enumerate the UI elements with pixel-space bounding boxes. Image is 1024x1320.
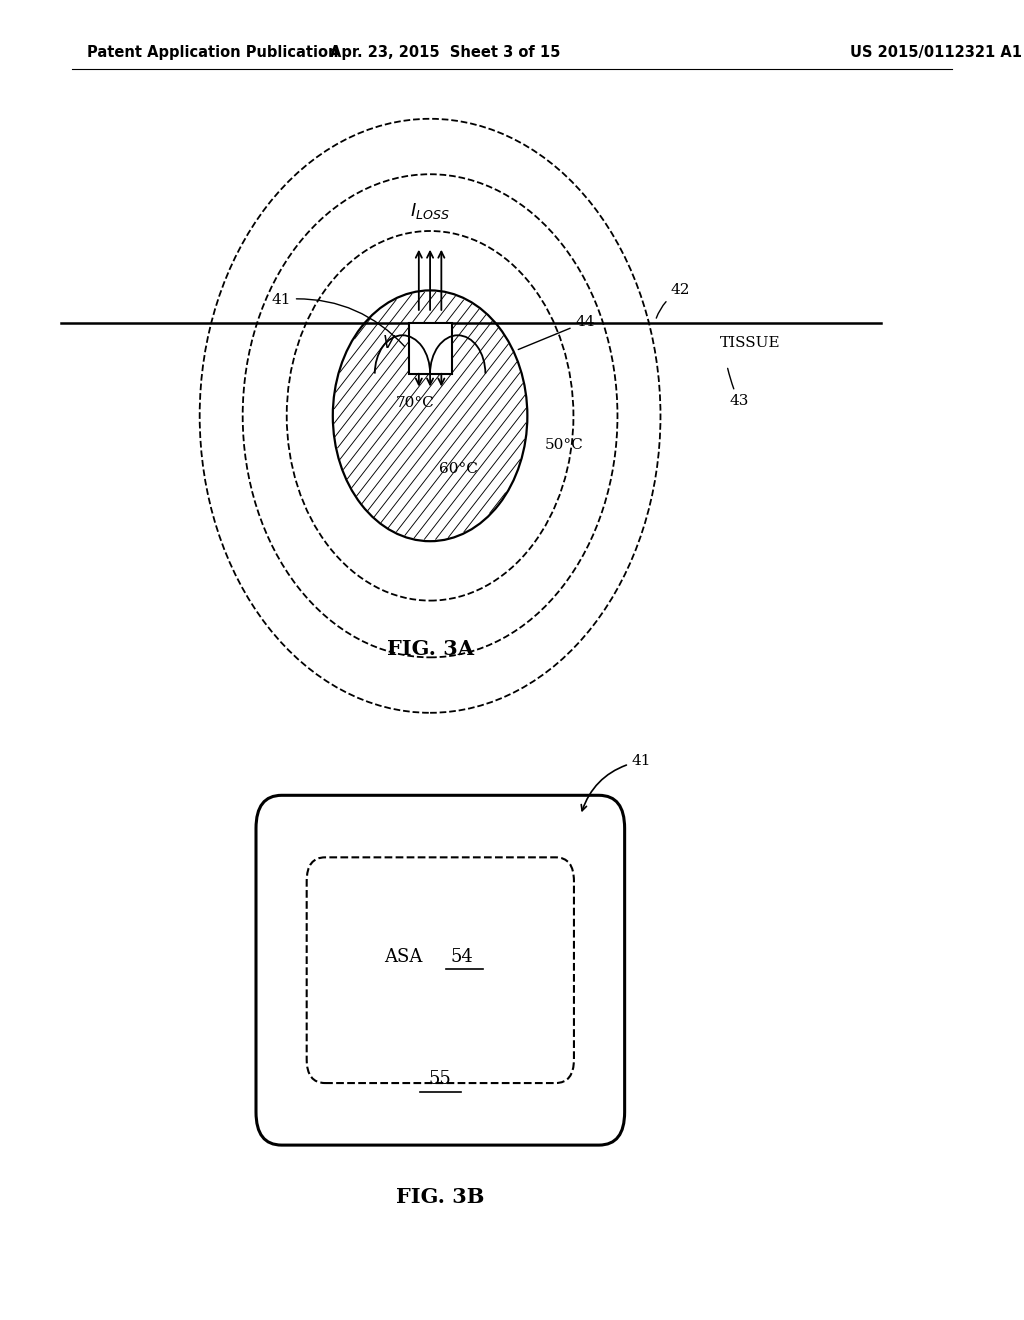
Text: US 2015/0112321 A1: US 2015/0112321 A1 (850, 45, 1022, 61)
Text: Patent Application Publication: Patent Application Publication (87, 45, 339, 61)
Text: 70°C: 70°C (395, 396, 434, 409)
Text: FIG. 3A: FIG. 3A (387, 639, 473, 660)
FancyBboxPatch shape (409, 323, 452, 374)
Text: 55: 55 (429, 1071, 452, 1088)
Text: 54: 54 (451, 948, 473, 966)
Text: 42: 42 (656, 284, 690, 318)
Text: 50°C: 50°C (545, 438, 584, 451)
Text: $\mathit{I}_{LOSS}$: $\mathit{I}_{LOSS}$ (411, 201, 450, 222)
Text: 60°C: 60°C (439, 462, 478, 475)
Text: FIG. 3B: FIG. 3B (396, 1187, 484, 1208)
Text: Apr. 23, 2015  Sheet 3 of 15: Apr. 23, 2015 Sheet 3 of 15 (331, 45, 560, 61)
Text: $\mathit{V}$: $\mathit{V}$ (382, 334, 396, 352)
Text: 43: 43 (728, 368, 749, 408)
Text: TISSUE: TISSUE (720, 337, 780, 350)
FancyBboxPatch shape (256, 795, 625, 1144)
Text: 41: 41 (271, 293, 404, 346)
Text: 41: 41 (582, 754, 651, 810)
Text: 44: 44 (518, 315, 595, 350)
Text: ASA: ASA (384, 948, 428, 966)
Circle shape (333, 290, 527, 541)
FancyBboxPatch shape (307, 858, 573, 1082)
